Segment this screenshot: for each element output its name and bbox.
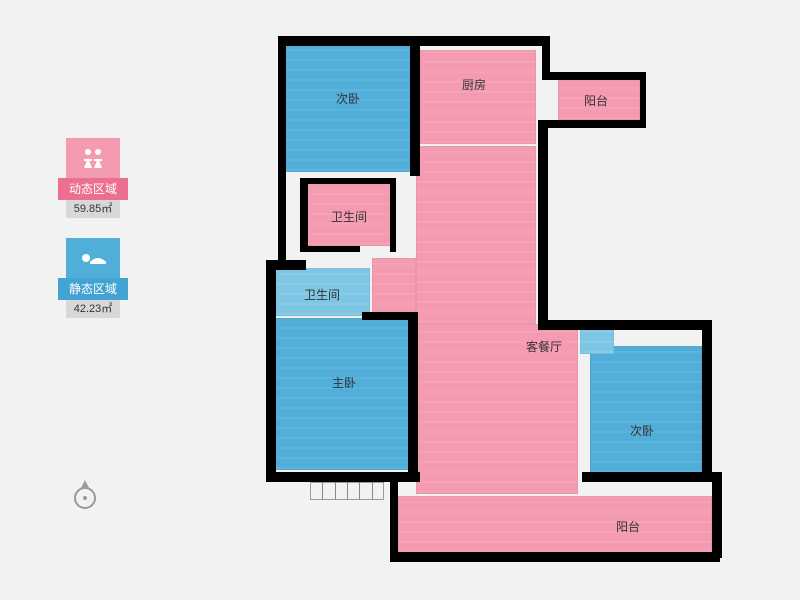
wall-17 — [408, 312, 418, 478]
wall-23 — [410, 36, 420, 176]
legend-dynamic-label: 动态区域 — [58, 178, 128, 200]
room-hall_mid — [372, 258, 416, 316]
legend-static-label: 静态区域 — [58, 278, 128, 300]
wall-19 — [300, 178, 308, 252]
room-hall_upper — [416, 146, 536, 324]
wall-14 — [538, 320, 708, 330]
legend-static: 静态区域 42.23㎡ — [58, 238, 128, 318]
room-bedroom2a — [284, 44, 414, 172]
room-label-balcony2: 阳台 — [616, 518, 640, 535]
room-label-kitchen: 厨房 — [462, 76, 486, 93]
room-label-bath2: 卫生间 — [304, 286, 340, 303]
wall-6 — [538, 120, 548, 326]
wall-12 — [712, 472, 722, 558]
floorplan: 厨房阳台次卧卫生间卫生间主卧客餐厅次卧阳台 — [262, 24, 734, 576]
wall-15 — [702, 320, 712, 478]
wall-18 — [362, 312, 416, 320]
wall-1 — [278, 36, 286, 264]
room-label-living: 客餐厅 — [526, 338, 562, 355]
legend-panel: 动态区域 59.85㎡ 静态区域 42.23㎡ — [58, 138, 128, 338]
wall-2 — [542, 36, 550, 76]
wall-20 — [300, 178, 396, 184]
legend-static-value: 42.23㎡ — [66, 300, 120, 318]
wall-21 — [390, 178, 396, 252]
legend-dynamic-value: 59.85㎡ — [66, 200, 120, 218]
wall-5 — [542, 120, 646, 128]
wall-11 — [390, 552, 720, 562]
wall-4 — [640, 72, 646, 126]
room-label-bedroom2b: 次卧 — [630, 422, 654, 439]
room-master — [274, 318, 414, 470]
compass-icon — [68, 478, 102, 512]
room-label-balcony1: 阳台 — [584, 92, 608, 109]
room-balcony2 — [398, 496, 712, 554]
wall-22 — [300, 246, 360, 252]
wall-8 — [266, 260, 276, 480]
room-bedroom2b — [590, 346, 702, 474]
room-label-bedroom2a: 次卧 — [336, 90, 360, 107]
room-bedroom2b_ante — [580, 326, 614, 354]
room-kitchen — [420, 50, 536, 144]
wall-10 — [390, 472, 398, 558]
room-label-master: 主卧 — [332, 374, 356, 391]
wall-13 — [582, 472, 718, 482]
legend-dynamic: 动态区域 59.85㎡ — [58, 138, 128, 218]
wall-3 — [542, 72, 646, 80]
sleep-icon — [66, 238, 120, 278]
room-label-bath1: 卫生间 — [331, 208, 367, 225]
people-icon — [66, 138, 120, 178]
